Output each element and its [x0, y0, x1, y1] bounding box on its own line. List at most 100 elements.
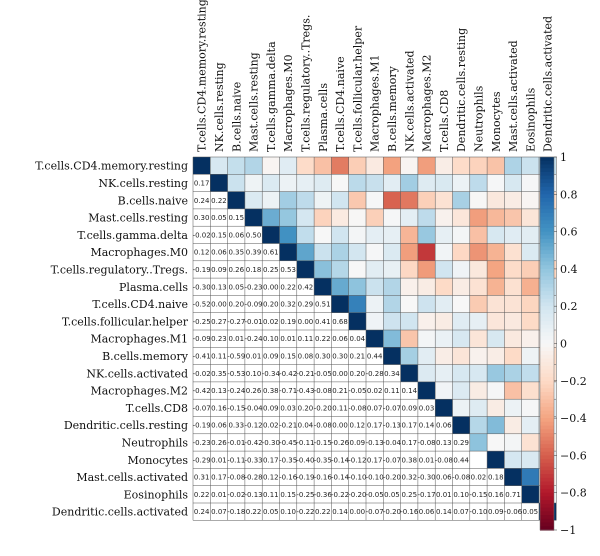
column-label: Dendritic.cells.resting	[455, 28, 468, 152]
correlation-value: 0.09	[263, 352, 279, 360]
value-cell	[383, 364, 401, 382]
heatmap-cell	[348, 208, 366, 227]
heatmap-cell	[296, 157, 315, 175]
column-labels: T.cells.CD4.memory.resting NK.cells.resti…	[196, 0, 555, 152]
heatmap-cell	[504, 174, 522, 192]
correlation-value: 0.02	[263, 318, 279, 326]
correlation-value: 0.09	[401, 404, 417, 412]
heatmap-cell	[383, 330, 401, 348]
column-label: Neutrophils	[472, 85, 485, 152]
colorbar-segment	[540, 186, 554, 192]
value-cell	[244, 226, 263, 244]
colorbar-segment	[540, 451, 554, 456]
heatmap-cell	[504, 468, 522, 486]
value-cell	[227, 433, 245, 452]
value-cell	[400, 381, 418, 400]
correlation-value: -0.20	[383, 474, 401, 482]
value-cell	[262, 330, 280, 348]
correlation-value: 0.44	[367, 352, 383, 360]
value-cell	[296, 347, 315, 365]
correlation-value: -0.52	[193, 301, 211, 309]
heatmap-cell	[487, 157, 505, 175]
correlation-value: 0.01	[280, 335, 296, 343]
heatmap-cell	[469, 433, 488, 452]
correlation-value: 0.08	[298, 352, 314, 360]
heatmap-cell	[296, 243, 315, 261]
value-cell	[435, 416, 453, 434]
correlation-value: 0.22	[315, 335, 331, 343]
heatmap-cell	[383, 278, 401, 296]
heatmap-cell	[348, 260, 366, 279]
value-cell	[227, 243, 245, 261]
heatmap-cell	[469, 364, 488, 382]
value-cell	[262, 312, 280, 330]
correlation-value: 0.20	[298, 404, 314, 412]
correlation-value: -0.27	[227, 318, 245, 326]
colorbar-segment	[540, 231, 554, 236]
value-cell	[452, 503, 470, 521]
colorbar-segment	[540, 526, 554, 531]
heatmap-cell	[469, 157, 488, 175]
value-cell	[452, 485, 470, 503]
heatmap-cell	[435, 157, 453, 175]
heatmap-cell	[296, 208, 315, 227]
value-cell	[244, 468, 263, 486]
row-label: T.cells.gamma.delta	[77, 229, 188, 242]
colorbar-segment	[540, 511, 554, 516]
value-cell	[296, 485, 315, 503]
value-cell	[210, 381, 228, 400]
column-label: T.cells.regulatory..Tregs.	[299, 15, 312, 152]
heatmap-cell	[435, 174, 453, 192]
value-cell	[331, 330, 349, 348]
value-cell	[279, 278, 297, 296]
value-cell	[262, 503, 280, 521]
correlation-value: 0.32	[401, 474, 417, 482]
heatmap-cell	[452, 157, 470, 175]
heatmap-cell	[435, 208, 453, 227]
correlation-value: -0.16	[400, 508, 419, 516]
heatmap-cell	[417, 243, 436, 261]
value-cell	[383, 399, 401, 417]
correlation-value: -0.41	[193, 352, 211, 360]
correlation-value: -0.18	[227, 508, 245, 516]
heatmap-cell	[400, 364, 418, 382]
heatmap-cell	[487, 451, 505, 469]
heatmap-cell	[417, 381, 436, 400]
correlation-value: 0.39	[246, 249, 262, 257]
value-cell	[383, 468, 401, 486]
colorbar-segment	[540, 414, 554, 419]
value-cell	[435, 485, 453, 503]
colorbar-segment	[540, 239, 554, 244]
correlation-value: -0.21	[296, 370, 314, 378]
correlation-value: 0.21	[332, 387, 348, 395]
colorbar-segment	[540, 194, 554, 199]
colorbar-segment	[540, 481, 554, 486]
heatmap-cell	[366, 243, 384, 261]
row-label: T.cells.CD8	[126, 402, 188, 415]
correlation-value: -0.19	[296, 474, 314, 482]
heatmap-cell	[417, 260, 436, 279]
correlation-value: -0.08	[314, 387, 332, 395]
correlation-value: 0.00	[332, 422, 348, 430]
colorbar-segment	[540, 309, 554, 315]
value-cell	[331, 399, 349, 417]
value-cell	[210, 295, 228, 313]
correlation-value: 0.29	[298, 301, 314, 309]
correlation-value: -0.07	[383, 404, 401, 412]
heatmap-cell	[400, 260, 418, 279]
heatmap-cell	[331, 157, 349, 175]
value-cell	[417, 451, 436, 469]
row-label: Eosinophils	[124, 488, 189, 501]
colorbar-segment	[540, 272, 554, 277]
value-cell	[400, 485, 418, 503]
value-cell	[244, 347, 263, 365]
heatmap-cell	[296, 174, 315, 192]
correlation-value: -0.04	[244, 404, 263, 412]
heatmap-cell	[400, 226, 418, 244]
heatmap-cell	[417, 295, 436, 313]
correlation-value: -0.07	[366, 508, 384, 516]
heatmap-cell	[452, 312, 470, 330]
correlation-value: 0.16	[211, 404, 227, 412]
correlation-value: -0.20	[383, 508, 401, 516]
colorbar-segment	[540, 377, 554, 382]
